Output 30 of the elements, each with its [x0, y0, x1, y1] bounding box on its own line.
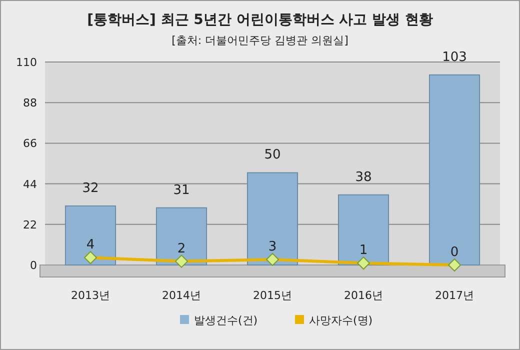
x-tick-label: 2017년	[435, 289, 474, 302]
bar	[428, 74, 480, 266]
data-label: 1	[359, 243, 368, 258]
bar	[338, 194, 390, 266]
bar	[246, 172, 298, 266]
data-label: 3	[268, 239, 277, 254]
data-label: 32	[82, 180, 99, 196]
legend-label: 발생건수(건)	[194, 314, 258, 327]
data-label: 31	[173, 182, 190, 198]
y-tick-label: 22	[23, 218, 37, 232]
y-tick-label: 110	[16, 56, 37, 69]
x-tick-label: 2013년	[71, 289, 110, 302]
data-label: 4	[86, 238, 95, 253]
data-label: 50	[264, 148, 281, 163]
data-label: 0	[450, 245, 459, 260]
data-label: 2	[177, 241, 186, 256]
y-tick-label: 88	[23, 96, 37, 110]
data-label: 103	[442, 50, 467, 65]
y-tick-label: 0	[30, 259, 37, 272]
legend-label: 사망자수(명)	[309, 314, 373, 327]
x-tick-label: 2016년	[344, 289, 383, 302]
y-tick-label: 44	[23, 178, 37, 191]
bar	[156, 207, 208, 266]
chart-subtitle: [출처: 더불어민주당 김병관 의원실]	[172, 34, 348, 47]
x-tick-label: 2014년	[162, 289, 201, 302]
y-tick-label: 66	[23, 137, 37, 150]
chart-title: [통학버스] 최근 5년간 어린이통학버스 사고 발생 현황	[87, 12, 433, 28]
x-tick-label: 2015년	[253, 289, 292, 302]
bar	[64, 205, 116, 266]
data-label: 38	[355, 170, 372, 185]
